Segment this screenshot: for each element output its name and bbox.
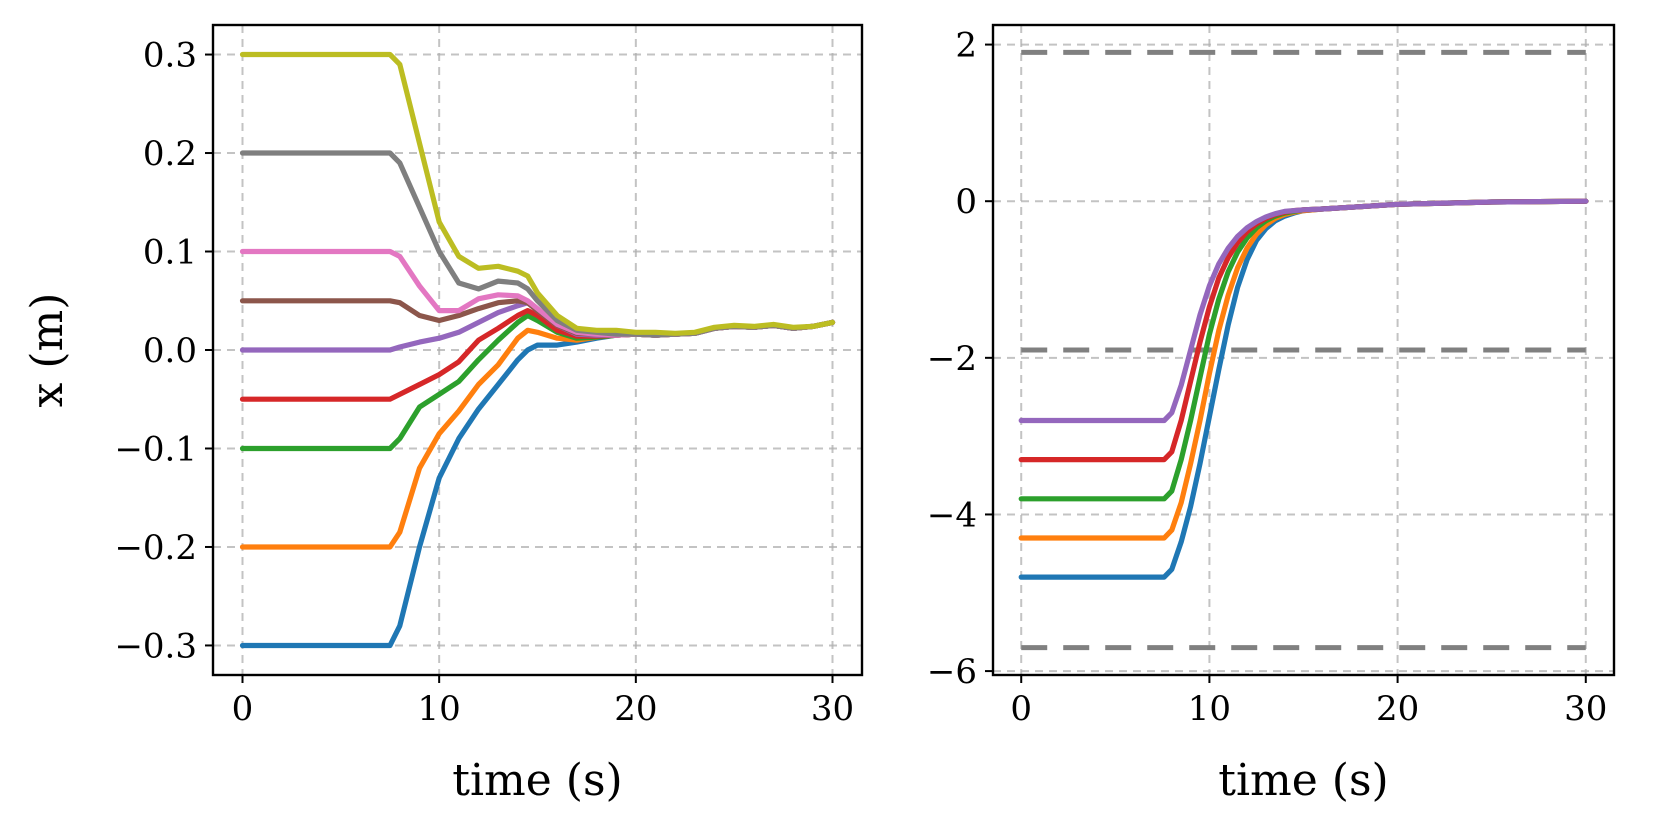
y-tick-label: 2 (955, 26, 977, 66)
x-tick-label: 20 (1376, 689, 1419, 729)
y-tick-label: −4 (927, 495, 977, 535)
y-tick-label: −0.3 (114, 626, 197, 666)
series-line-2 (239, 319, 836, 550)
y-tick-label: 0 (955, 182, 977, 222)
y-tick-label: 0.0 (143, 331, 197, 371)
series-line-9 (239, 51, 836, 336)
chart-panel-1: 0 10 20 30 −0.3 −0.2 −0.1 0.0 0.1 0.2 0.3 time (s) x… (22, 23, 864, 806)
x-tick-label: 10 (418, 689, 461, 729)
y-tick-label: 0.3 (143, 36, 197, 76)
series-line-1 (1018, 198, 1589, 580)
x-tick-label: 0 (232, 689, 254, 729)
series-line-1 (239, 319, 836, 649)
series-line-5 (1018, 198, 1589, 424)
y-axis-label: x (m) (22, 293, 73, 408)
y-tick-label: −0.1 (114, 429, 197, 469)
plot-frame (991, 23, 1616, 677)
x-tick-label: 10 (1188, 689, 1231, 729)
x-tick-label: 0 (1010, 689, 1032, 729)
series-line-3 (239, 312, 836, 452)
y-tick-label: 0.2 (143, 134, 197, 174)
x-tick-label: 30 (811, 689, 854, 729)
x-axis-label: time (s) (1218, 755, 1388, 806)
y-tick-label: −0.2 (114, 528, 197, 568)
y-tick-label: −6 (927, 652, 977, 692)
x-tick-label: 30 (1564, 689, 1607, 729)
chart-panel-2: 0 10 20 30 −6 −4 −2 0 2 time (s) (927, 23, 1616, 806)
x-tick-label: 20 (614, 689, 657, 729)
x-axis-label: time (s) (452, 755, 622, 806)
series-line-2 (1018, 198, 1589, 541)
y-tick-label: 0.1 (143, 233, 197, 273)
y-tick-label: −2 (927, 339, 977, 379)
